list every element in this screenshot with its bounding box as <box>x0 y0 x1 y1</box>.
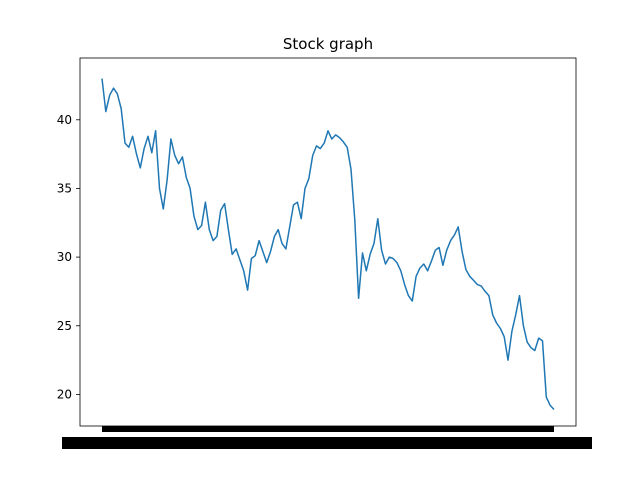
series-line <box>101 78 555 411</box>
y-tick-label: 40 <box>57 113 72 127</box>
y-tick-label: 35 <box>57 181 72 195</box>
y-tick-label: 20 <box>57 387 72 401</box>
x-tick-labels-overlapping <box>62 437 592 449</box>
y-axis: 20 25 30 35 40 <box>57 113 80 401</box>
y-tick-label: 25 <box>57 319 72 333</box>
y-tick-label: 30 <box>57 250 72 264</box>
chart-title: Stock graph <box>283 35 373 53</box>
x-tick-marks <box>102 426 554 432</box>
plot-frame <box>79 57 577 427</box>
x-axis <box>62 426 592 449</box>
